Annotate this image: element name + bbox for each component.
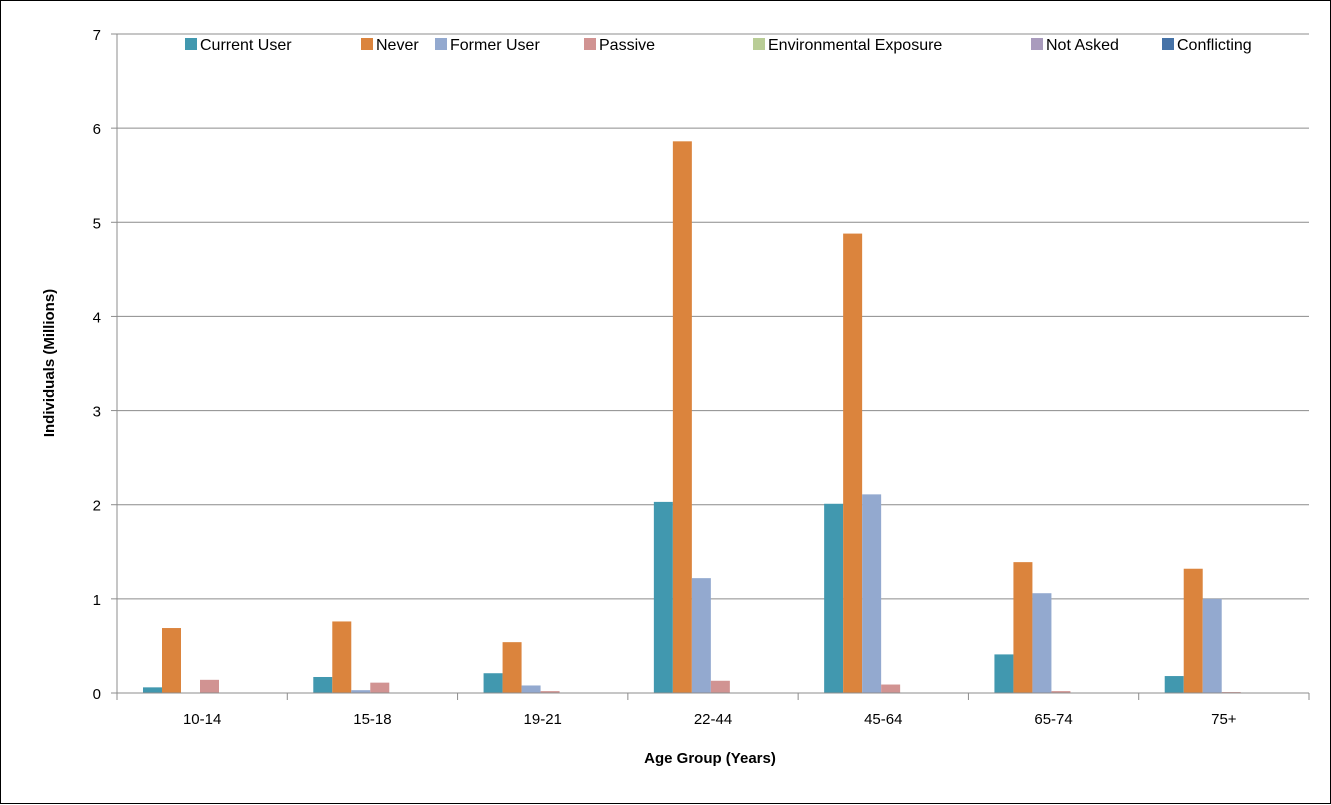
y-tick-label: 1	[93, 592, 101, 609]
bar-former-user-19-21	[522, 685, 541, 693]
legend-label: Conflicting	[1177, 37, 1252, 54]
y-tick-label: 5	[93, 215, 101, 232]
legend-item-never: Never	[361, 37, 419, 54]
y-tick-labels: 0 1 2 3 4 5 6 7	[93, 27, 101, 703]
bar-current-user-15-18	[313, 677, 332, 693]
bar-never-65-74	[1013, 562, 1032, 693]
bar-never-22-44	[673, 141, 692, 693]
bar-former-user-45-64	[862, 494, 881, 693]
y-tick-label: 6	[93, 121, 101, 138]
legend-item-former-user: Former User	[435, 37, 540, 54]
bar-current-user-10-14	[143, 687, 162, 693]
x-tick-labels: 10-14 15-18 19-21 22-44 45-64 65-74 75+	[183, 711, 1237, 728]
x-tick-label: 22-44	[694, 711, 732, 728]
legend-item-current-user: Current User	[185, 37, 292, 54]
bar-never-45-64	[843, 234, 862, 693]
legend-swatch	[584, 38, 596, 50]
axes	[117, 34, 1309, 700]
legend-item-passive: Passive	[584, 37, 655, 54]
legend-swatch	[1031, 38, 1043, 50]
bar-passive-10-14	[200, 680, 219, 693]
bar-current-user-75	[1165, 676, 1184, 693]
y-tick-label: 2	[93, 498, 101, 515]
legend-label: Passive	[599, 37, 655, 54]
bar-current-user-45-64	[824, 504, 843, 693]
x-tick-label: 75+	[1211, 711, 1237, 728]
y-tick-label: 0	[93, 686, 101, 703]
legend-item-environmental-exposure: Environmental Exposure	[753, 37, 942, 54]
bar-never-19-21	[503, 642, 522, 693]
legend-label: Current User	[200, 37, 292, 54]
legend-label: Not Asked	[1046, 37, 1119, 54]
legend-label: Environmental Exposure	[768, 37, 942, 54]
legend-item-conflicting: Conflicting	[1162, 37, 1252, 54]
x-tick-label: 10-14	[183, 711, 221, 728]
x-tick-label: 65-74	[1034, 711, 1072, 728]
x-axis-title: Age Group (Years)	[644, 750, 776, 767]
x-tick-label: 45-64	[864, 711, 902, 728]
y-axis-title: Individuals (Millions)	[41, 289, 58, 437]
legend: Current User Never Former User Passive Envir…	[185, 37, 1252, 54]
series-former-user	[351, 494, 1221, 693]
bar-passive-15-18	[370, 683, 389, 693]
bar-passive-45-64	[881, 685, 900, 693]
bar-current-user-22-44	[654, 502, 673, 693]
bar-former-user-65-74	[1032, 593, 1051, 693]
legend-label: Former User	[450, 37, 540, 54]
bar-passive-22-44	[711, 681, 730, 693]
bar-never-75	[1184, 569, 1203, 693]
legend-swatch	[1162, 38, 1174, 50]
y-tick-label: 3	[93, 404, 101, 421]
legend-swatch	[361, 38, 373, 50]
bar-current-user-65-74	[994, 654, 1013, 693]
bars	[143, 141, 1298, 693]
bar-current-user-19-21	[484, 673, 503, 693]
x-tick-label: 19-21	[524, 711, 562, 728]
bar-never-15-18	[332, 621, 351, 693]
y-tick-label: 7	[93, 27, 101, 44]
legend-item-not-asked: Not Asked	[1031, 37, 1119, 54]
y-tick-label: 4	[93, 309, 101, 326]
legend-label: Never	[376, 37, 419, 54]
legend-swatch	[753, 38, 765, 50]
bar-never-10-14	[162, 628, 181, 693]
bar-former-user-75	[1203, 599, 1222, 693]
legend-swatch	[435, 38, 447, 50]
legend-swatch	[185, 38, 197, 50]
x-tick-label: 15-18	[353, 711, 391, 728]
bar-former-user-22-44	[692, 578, 711, 693]
